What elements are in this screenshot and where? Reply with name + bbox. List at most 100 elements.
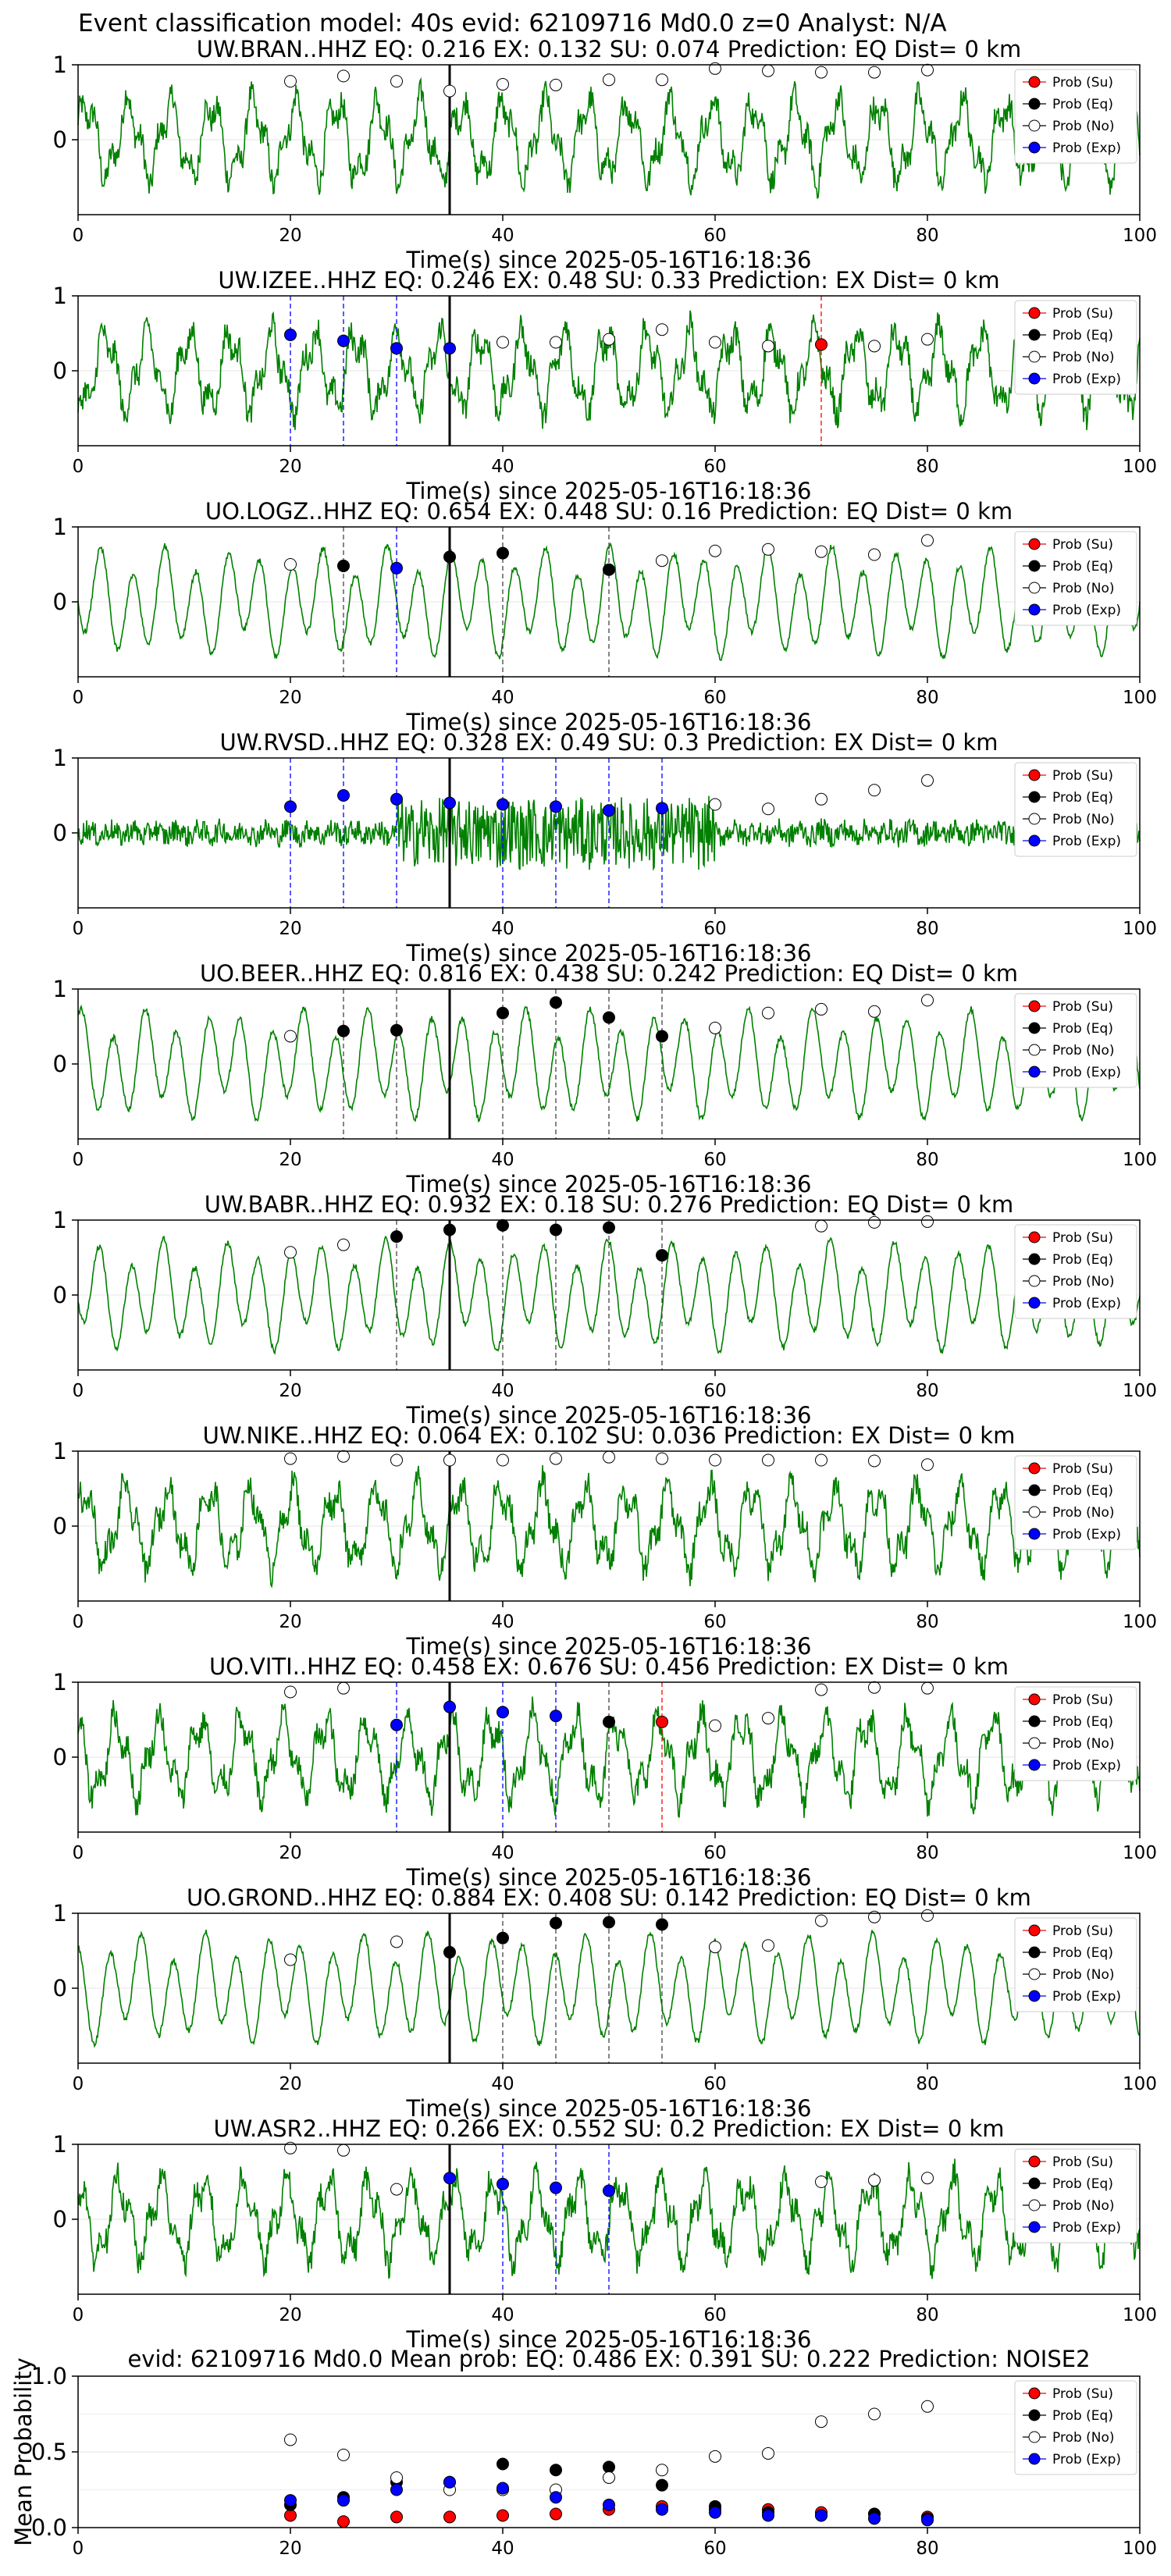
probability-point [337, 1238, 350, 1251]
legend-marker [1028, 769, 1041, 781]
probability-point [284, 1953, 297, 1966]
mean-probability-point [443, 2475, 456, 2489]
legend-marker [1028, 119, 1041, 132]
legend-marker [1028, 1506, 1041, 1518]
mean-probability-point [762, 2446, 774, 2460]
mean-probability-point [656, 2464, 668, 2477]
mean-probability-point [390, 2483, 403, 2496]
summary-title: evid: 62109716 Md0.0 Mean prob: EQ: 0.48… [127, 2346, 1090, 2372]
legend-box [1014, 531, 1137, 626]
x-tick-label: 60 [703, 1843, 726, 1863]
probability-point [868, 66, 881, 79]
legend-marker [1028, 1968, 1041, 1980]
x-tick-label: 100 [1123, 457, 1157, 477]
legend-marker [1028, 1275, 1041, 1287]
probability-point [497, 798, 509, 811]
x-tick-label: 40 [491, 1150, 514, 1170]
legend-marker [1028, 1693, 1041, 1706]
x-tick-label: 40 [491, 457, 514, 477]
probability-point [603, 1011, 615, 1024]
y-tick-label: 1 [53, 1438, 67, 1464]
y-axis-label: Mean Probability [10, 2357, 37, 2546]
probability-point [868, 340, 881, 353]
x-tick-label: 0 [73, 226, 84, 246]
x-tick-label: 20 [279, 919, 301, 939]
x-tick-label: 0 [73, 2305, 84, 2325]
legend-label: Prob (Exp) [1052, 1296, 1121, 1311]
probability-point [390, 792, 403, 806]
probability-point [921, 994, 934, 1007]
mean-probability-point [603, 2471, 615, 2484]
legend-marker [1028, 1715, 1041, 1727]
x-tick-label: 0 [73, 1843, 84, 1863]
probability-point [497, 546, 509, 560]
seismogram-trace [77, 1464, 1141, 1589]
legend-marker [1028, 582, 1041, 594]
legend-label: Prob (Eq) [1052, 559, 1113, 575]
probability-point [921, 1909, 934, 1922]
x-tick-label: 40 [491, 1612, 514, 1632]
probability-point [603, 1916, 615, 1929]
panel-title: UW.ASR2..HHZ EQ: 0.266 EX: 0.552 SU: 0.2… [213, 2115, 1004, 2142]
mean-probability-point [656, 2503, 668, 2516]
legend-label: Prob (No) [1052, 1505, 1115, 1521]
mean-probability-point [390, 2510, 403, 2524]
mean-probability-point [497, 2482, 509, 2495]
legend-marker [1028, 834, 1041, 847]
x-tick-label: 40 [491, 2305, 514, 2325]
probability-point [337, 1024, 350, 1037]
y-tick-label: 1 [53, 52, 67, 78]
legend-marker [1028, 538, 1041, 550]
probability-point [390, 1718, 403, 1731]
x-axis-label: Time(s) since 2025-05-16T16:18:36 [406, 709, 812, 735]
legend-label: Prob (No) [1052, 581, 1115, 596]
probability-point [921, 774, 934, 787]
legend-label: Prob (No) [1052, 1043, 1115, 1059]
legend-label: Prob (Exp) [1052, 2220, 1121, 2236]
seismogram-trace [77, 310, 1141, 431]
probability-point [762, 64, 774, 77]
x-tick-label: 40 [491, 1381, 514, 1401]
station-panel: UW.NIKE..HHZ EQ: 0.064 EX: 0.102 SU: 0.0… [53, 1422, 1157, 1660]
x-tick-label: 20 [279, 1843, 301, 1863]
legend-label: Prob (Eq) [1052, 1252, 1113, 1268]
probability-point [390, 1023, 403, 1037]
legend-label: Prob (No) [1052, 119, 1115, 134]
mean-probability-point [390, 2471, 403, 2484]
legend-box [1014, 2380, 1137, 2475]
mean-probability-point [337, 2448, 350, 2461]
legend-marker [1028, 2409, 1041, 2421]
station-panel: UO.BEER..HHZ EQ: 0.816 EX: 0.438 SU: 0.2… [53, 960, 1157, 1197]
mean-probability-point [868, 2407, 881, 2421]
legend-label: Prob (Eq) [1052, 790, 1113, 806]
seismogram-trace [77, 1235, 1141, 1355]
legend-box [1014, 1455, 1137, 1550]
x-tick-label: 40 [491, 688, 514, 708]
probability-point [550, 1710, 562, 1723]
y-tick-label: 0.0 [31, 2514, 67, 2541]
probability-point [443, 1945, 456, 1959]
mean-probability-point [337, 2515, 350, 2528]
probability-point [443, 796, 456, 809]
probability-point [550, 1452, 562, 1465]
probability-point [550, 800, 562, 813]
x-tick-label: 60 [703, 1612, 726, 1632]
panel-title: UO.VITI..HHZ EQ: 0.458 EX: 0.676 SU: 0.4… [209, 1653, 1009, 1680]
legend-marker [1028, 372, 1041, 385]
legend-label: Prob (Eq) [1052, 2408, 1113, 2424]
probability-point [443, 550, 456, 564]
x-tick-label: 100 [1123, 226, 1157, 246]
probability-point [284, 1685, 297, 1699]
probability-point [815, 338, 828, 351]
y-tick-label: 0 [53, 126, 67, 153]
legend-label: Prob (Eq) [1052, 1021, 1113, 1037]
legend-label: Prob (No) [1052, 2430, 1115, 2446]
probability-point [550, 1223, 562, 1236]
legend-marker [1028, 2221, 1041, 2233]
probability-point [497, 1706, 509, 1719]
probability-point [762, 1006, 774, 1019]
station-panel: UW.RVSD..HHZ EQ: 0.328 EX: 0.49 SU: 0.3 … [53, 729, 1157, 966]
x-tick-label: 100 [1123, 1150, 1157, 1170]
x-axis-label: Time(s) since 2025-05-16T16:18:36 [406, 2095, 812, 2122]
